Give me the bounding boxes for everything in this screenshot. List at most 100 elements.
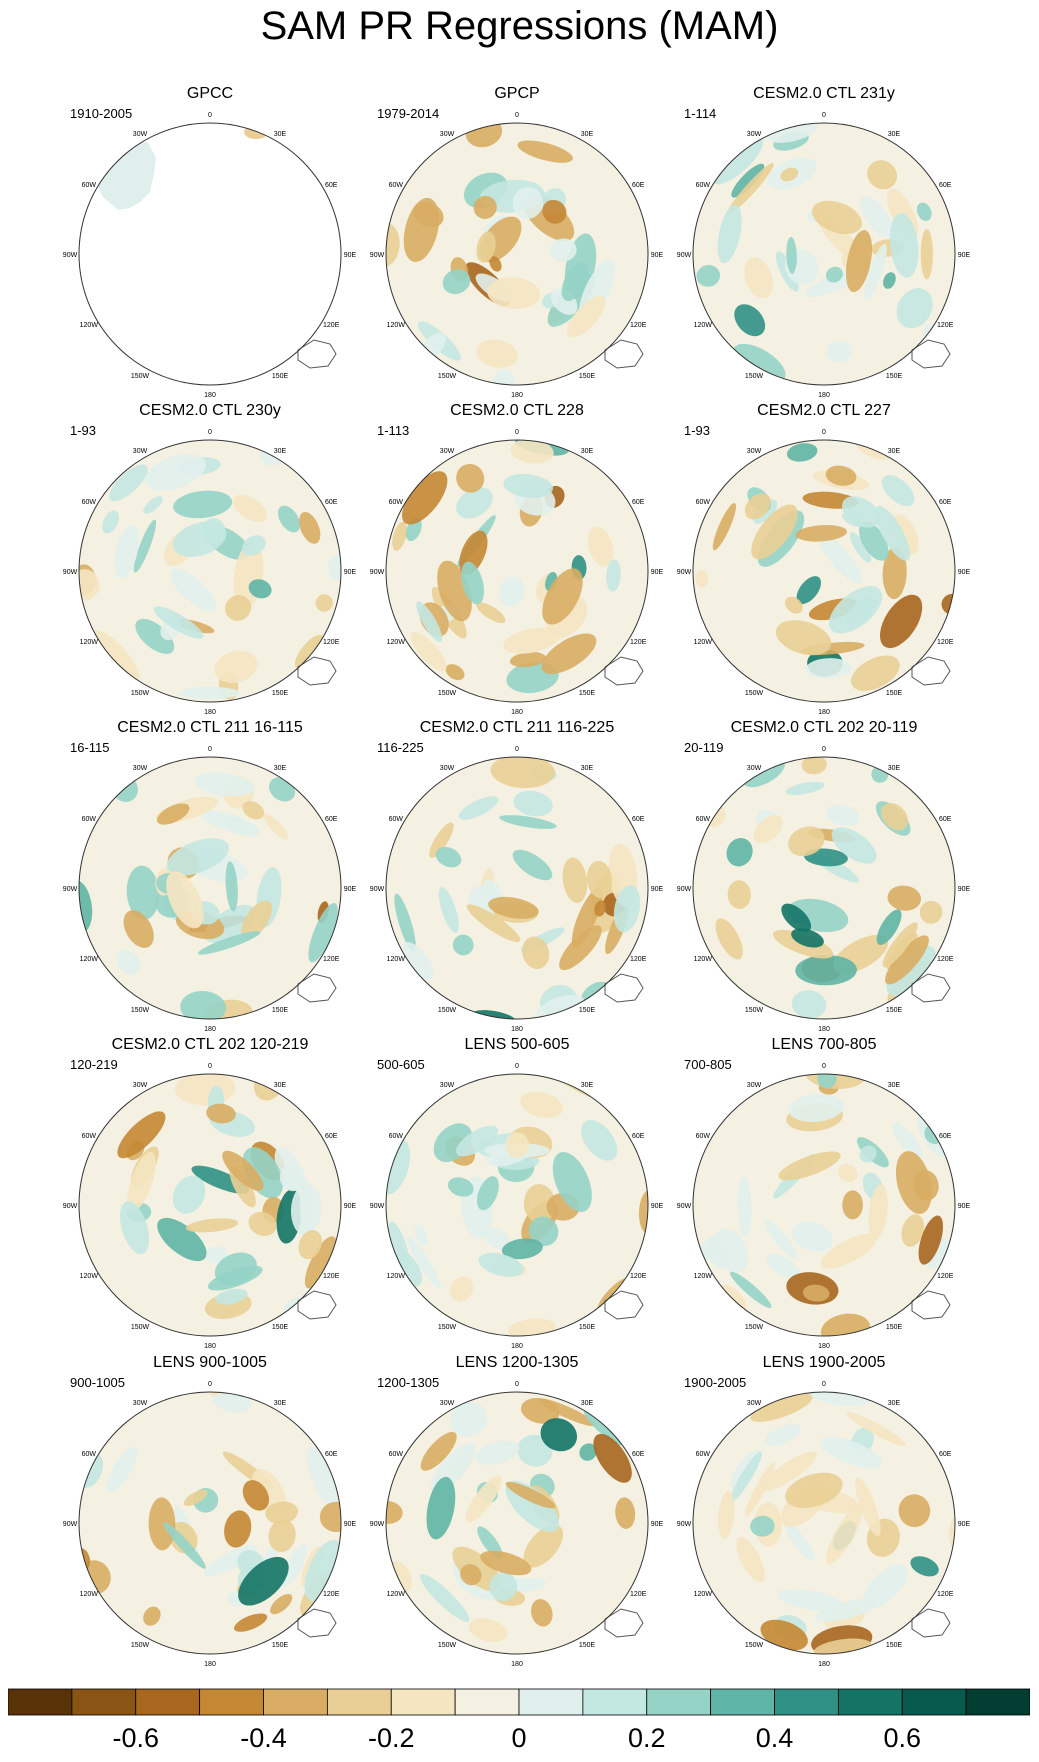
longitude-label: 60E (632, 816, 645, 823)
longitude-label: 60E (939, 499, 952, 506)
longitude-label: 150E (886, 1642, 903, 1649)
longitude-label: 30E (888, 1082, 901, 1089)
longitude-label: 30E (888, 1400, 901, 1407)
map-panel: GPCP 1979-2014 0 30E 60E 90E 120E 150E 180 150W 12… (367, 84, 667, 400)
longitude-label: 150W (131, 1324, 150, 1331)
colorbar (8, 1688, 1030, 1716)
longitude-label: 0 (208, 429, 212, 436)
polar-map: 0 30E 60E 90E 120E 150E 180 150W 120W 90W 60W 30W (63, 746, 357, 1033)
longitude-label: 0 (208, 1063, 212, 1070)
precipitation-field (79, 757, 341, 1019)
longitude-label: 90W (677, 252, 692, 259)
longitude-label: 30E (581, 448, 594, 455)
longitude-label: 150W (745, 690, 764, 697)
longitude-label: 90E (651, 569, 664, 576)
longitude-label: 30E (888, 448, 901, 455)
precipitation-field (693, 1392, 955, 1654)
longitude-label: 180 (204, 1661, 216, 1668)
longitude-label: 90E (958, 886, 971, 893)
longitude-label: 30W (133, 765, 148, 772)
panel-year-range: 1-93 (684, 423, 711, 438)
longitude-label: 120W (694, 956, 713, 963)
longitude-label: 30W (747, 131, 762, 138)
longitude-label: 180 (818, 1661, 830, 1668)
longitude-label: 0 (822, 1063, 826, 1070)
longitude-label: 180 (818, 1026, 830, 1033)
map-boundary (385, 122, 649, 386)
longitude-label: 150W (745, 1642, 764, 1649)
longitude-label: 90W (63, 252, 78, 259)
colorbar-swatch (646, 1688, 712, 1716)
precipitation-field (386, 757, 648, 1019)
longitude-label: 150W (131, 1007, 150, 1014)
longitude-label: 30W (440, 1082, 455, 1089)
longitude-label: 30E (581, 765, 594, 772)
longitude-label: 60W (389, 1451, 404, 1458)
precipitation-field (79, 1074, 341, 1336)
colorbar-tick-label: -0.6 (112, 1723, 160, 1753)
colorbar-swatch (326, 1688, 392, 1716)
polar-map: 0 30E 60E 90E 120E 150E 180 150W 120W 90W 60W 30W (677, 112, 971, 399)
polar-map: 0 30E 60E 90E 120E 150E 180 150W 120W 90W 60W 30W (370, 429, 664, 716)
longitude-label: 120E (937, 1273, 954, 1280)
longitude-label: 90E (344, 886, 357, 893)
longitude-label: 30E (888, 765, 901, 772)
longitude-label: 90E (651, 1521, 664, 1528)
panel-year-range: 1-93 (70, 423, 97, 438)
longitude-label: 60E (325, 1451, 338, 1458)
map-panel: LENS 500-605 500-605 0 30E 60E 90E 120E 150E 180… (367, 1035, 667, 1351)
longitude-label: 60W (696, 1133, 711, 1140)
panel-title: LENS 900-1005 (153, 1354, 267, 1371)
longitude-label: 120E (937, 956, 954, 963)
map-boundary (385, 1073, 649, 1337)
map-boundary (692, 1391, 956, 1655)
longitude-label: 30W (747, 448, 762, 455)
longitude-label: 120W (80, 956, 99, 963)
longitude-label: 0 (515, 429, 519, 436)
map-boundary (78, 1073, 342, 1337)
longitude-label: 150E (272, 1642, 289, 1649)
panel-title: CESM2.0 CTL 211 116-225 (419, 719, 615, 736)
panel-title: GPCC (186, 85, 234, 102)
longitude-label: 120E (937, 1591, 954, 1598)
map-panel: LENS 1200-1305 1200-1305 0 30E 60E 90E 120E 150… (367, 1353, 667, 1669)
longitude-label: 150E (272, 690, 289, 697)
precipitation-field (79, 1392, 341, 1654)
longitude-label: 150E (579, 1324, 596, 1331)
longitude-label: 120E (937, 322, 954, 329)
longitude-label: 180 (511, 1343, 523, 1350)
precipitation-field (386, 1074, 648, 1336)
longitude-label: 90E (958, 569, 971, 576)
panel-title: LENS 1900-2005 (762, 1354, 886, 1371)
longitude-label: 0 (822, 1381, 826, 1388)
colorbar-swatch (582, 1688, 648, 1716)
longitude-label: 0 (822, 112, 826, 119)
map-panel: CESM2.0 CTL 227 1-93 0 30E 60E 90E 120E 150E 180… (674, 401, 974, 717)
longitude-label: 60E (939, 182, 952, 189)
longitude-label: 0 (208, 1381, 212, 1388)
panel-year-range: 1-114 (684, 106, 717, 121)
polar-map: 0 30E 60E 90E 120E 150E 180 150W 120W 90W 60W 30W (63, 429, 357, 716)
longitude-label: 90E (958, 1521, 971, 1528)
map-boundary (385, 439, 649, 703)
colorbar-swatch (263, 1688, 328, 1716)
longitude-label: 120W (80, 1273, 99, 1280)
colorbar-tick-label: 0.2 (627, 1723, 666, 1753)
longitude-label: 90W (677, 1521, 692, 1528)
panel-year-range: 1910-2005 (70, 106, 133, 121)
longitude-label: 120E (323, 639, 340, 646)
longitude-label: 30W (747, 1400, 762, 1407)
longitude-label: 150W (745, 373, 764, 380)
colorbar-swatch (774, 1688, 839, 1716)
panel-title: LENS 700-805 (771, 1036, 877, 1053)
map-boundary (385, 1391, 649, 1655)
longitude-label: 150W (745, 1007, 764, 1014)
longitude-label: 150W (438, 1324, 457, 1331)
colorbar-tick-label: 0 (511, 1723, 527, 1753)
longitude-label: 120W (694, 322, 713, 329)
map-panel: LENS 700-805 700-805 0 30E 60E 90E 120E 150E 180… (674, 1035, 974, 1351)
longitude-label: 150E (579, 690, 596, 697)
longitude-label: 0 (515, 112, 519, 119)
longitude-label: 90E (344, 252, 357, 259)
longitude-label: 120E (323, 956, 340, 963)
